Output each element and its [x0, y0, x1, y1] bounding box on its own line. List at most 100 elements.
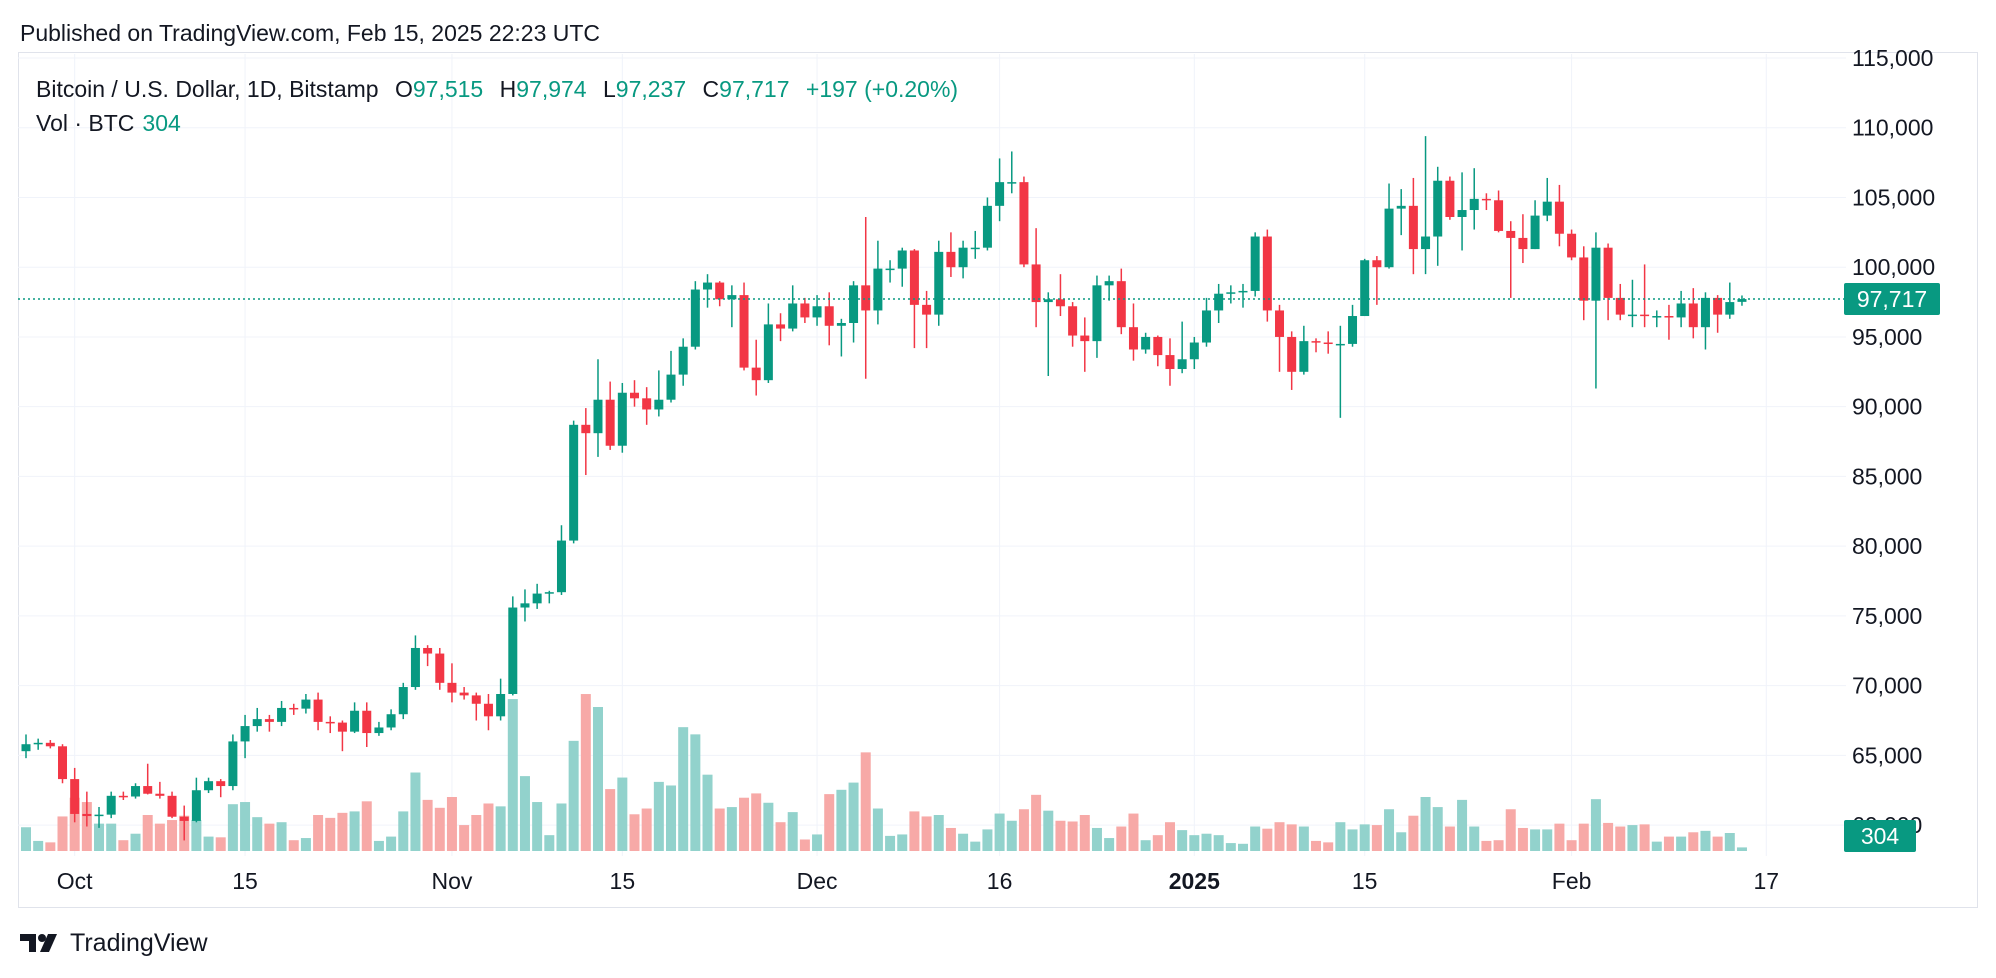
candle-body: [1092, 285, 1102, 342]
volume-bar: [666, 785, 677, 851]
candle-body: [21, 744, 31, 752]
volume-bar: [824, 794, 835, 851]
candle-body: [1214, 293, 1224, 311]
candle-body: [1238, 290, 1248, 293]
candle-body: [1287, 336, 1297, 372]
volume-bar: [1396, 832, 1407, 851]
volume-bar: [617, 777, 628, 851]
volume-bar: [909, 811, 920, 851]
volume-bar: [519, 776, 530, 851]
volume-bar: [459, 825, 470, 851]
y-tick-label: 70,000: [1852, 673, 1922, 699]
volume-bar: [958, 833, 969, 851]
volume-bar: [1116, 826, 1127, 851]
candle-body: [727, 295, 737, 300]
candle-body: [642, 398, 652, 410]
volume-bar: [1663, 836, 1674, 851]
volume-bar: [1225, 843, 1236, 851]
candle-body: [715, 282, 725, 300]
brand-name[interactable]: TradingView: [70, 928, 208, 957]
candle-body: [1530, 215, 1540, 250]
volume-bar: [1140, 840, 1151, 851]
candle-body: [1579, 257, 1589, 301]
candle-body: [204, 781, 214, 791]
candle-body: [277, 707, 287, 722]
candle-body: [1603, 247, 1613, 298]
volume-bar: [33, 840, 44, 851]
candle-body: [337, 722, 347, 732]
volume-bar: [1724, 833, 1735, 851]
volume-bar: [1152, 835, 1163, 851]
candle-body: [1457, 210, 1467, 217]
candle-body: [1567, 233, 1577, 258]
volume-bar: [812, 834, 823, 851]
candle-body: [946, 251, 956, 268]
candle-body: [982, 205, 992, 248]
volume-bar: [1359, 824, 1370, 851]
volume-bar: [471, 815, 482, 851]
candle-body: [776, 324, 786, 329]
volume-bar: [690, 734, 701, 851]
volume-bar: [191, 820, 202, 851]
low-value: 97,237: [615, 76, 687, 102]
candle-body: [301, 699, 311, 709]
candle-body: [934, 251, 944, 315]
candle-body: [94, 814, 104, 817]
volume-bar: [592, 707, 603, 851]
candle-body: [1591, 247, 1601, 301]
y-tick-label: 105,000: [1852, 184, 1935, 210]
candle-body: [678, 346, 688, 375]
volume-bar: [544, 835, 555, 851]
candle-body: [690, 289, 700, 347]
volume-bar: [483, 803, 494, 851]
x-tick-label: 2025: [1169, 868, 1220, 894]
candle-body: [1055, 299, 1065, 307]
open-label: O: [394, 76, 413, 102]
candle-body: [873, 268, 883, 311]
volume-bar: [1688, 832, 1699, 851]
candle-body: [1007, 182, 1017, 184]
candle-body: [1311, 341, 1321, 343]
y-tick-label: 115,000: [1852, 45, 1933, 71]
symbol-title[interactable]: Bitcoin / U.S. Dollar, 1D, Bitstamp: [36, 76, 379, 102]
candle-body: [1542, 201, 1552, 216]
candle-body: [1348, 316, 1358, 344]
volume-bar: [1542, 829, 1553, 851]
volume-label[interactable]: Vol · BTC: [36, 110, 135, 136]
volume-bar: [1177, 830, 1188, 851]
footer: TradingView: [20, 928, 208, 958]
candle-body: [508, 607, 518, 694]
candle-body: [1506, 230, 1516, 238]
candle-body: [118, 795, 128, 798]
volume-bar: [945, 827, 956, 851]
volume-bar: [1639, 824, 1650, 851]
candle-body: [33, 742, 43, 745]
volume-bar: [1566, 840, 1577, 851]
volume-bar: [1201, 833, 1212, 851]
tradingview-logo-icon[interactable]: [20, 932, 62, 954]
volume-bar: [763, 802, 774, 851]
candle-body: [569, 424, 579, 541]
volume-bar: [507, 699, 518, 851]
candle-body: [1080, 335, 1090, 342]
volume-bar: [1311, 840, 1322, 851]
candle-body: [788, 303, 798, 329]
candle-body: [763, 324, 773, 381]
candle-body: [703, 282, 713, 290]
candle-body: [995, 182, 1005, 206]
candle-body: [909, 250, 919, 305]
candle-body: [1433, 180, 1443, 237]
volume-bar: [1627, 825, 1638, 851]
volume-bar: [1469, 826, 1480, 851]
chart-frame[interactable]: [18, 52, 1978, 908]
volume-bar: [386, 836, 397, 851]
volume-bar: [1128, 813, 1139, 851]
symbol-legend: Bitcoin / U.S. Dollar, 1D, Bitstamp O 97,…: [36, 76, 958, 103]
candle-body: [1019, 182, 1029, 265]
volume-bar: [1432, 807, 1443, 851]
volume-bar: [653, 781, 664, 851]
volume-bar: [240, 802, 251, 851]
candle-body: [1737, 299, 1747, 302]
y-tick-label: 65,000: [1852, 742, 1922, 768]
